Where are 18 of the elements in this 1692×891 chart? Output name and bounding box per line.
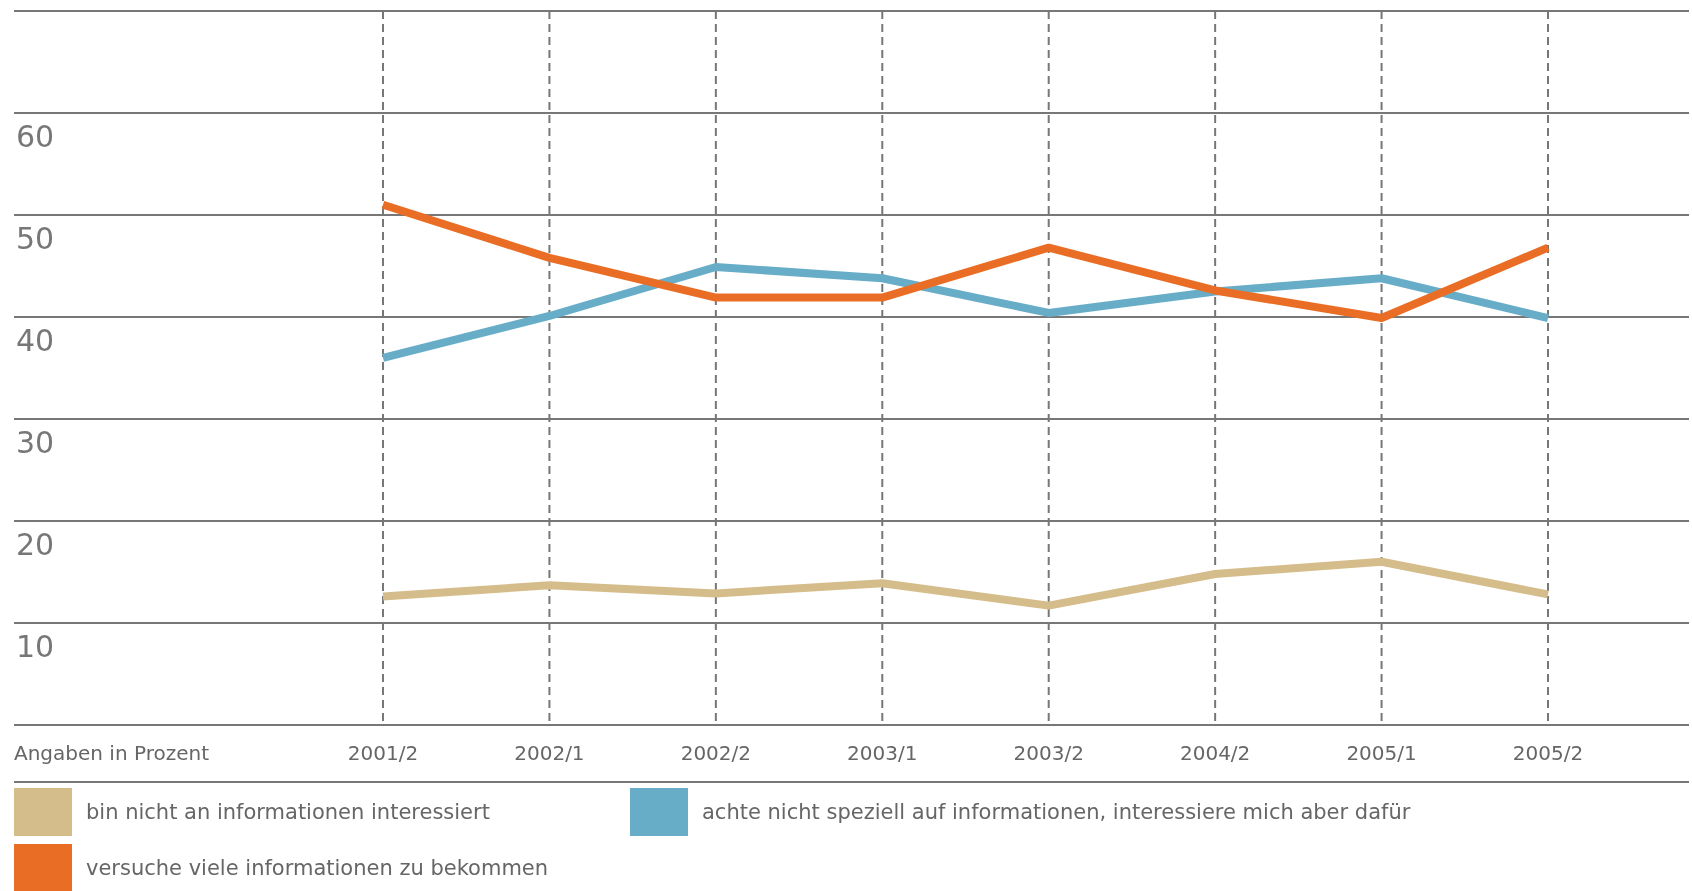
x-tick-label: 2002/2 (680, 741, 752, 765)
y-tick-label: 30 (16, 425, 55, 460)
x-tick-label: 2005/2 (1512, 741, 1584, 765)
x-tick-label: 2003/1 (847, 741, 918, 765)
legend-label: versuche viele informationen zu bekommen (86, 856, 549, 880)
x-tick-label: 2002/1 (514, 741, 585, 765)
x-tick-label: 2004/2 (1179, 741, 1251, 765)
y-tick-label: 20 (16, 527, 55, 562)
y-axis-title: Angaben in Prozent (14, 741, 210, 765)
legend-label: achte nicht speziell auf informationen, interessiere mich aber dafür (702, 800, 1411, 824)
y-tick-label: 50 (16, 221, 55, 256)
legend-label: bin nicht an informationen interessiert (86, 800, 490, 824)
x-tick-label: 2001/2 (347, 741, 419, 765)
y-tick-label: 60 (16, 119, 55, 154)
x-tick-label: 2003/2 (1013, 741, 1084, 765)
y-tick-label: 10 (16, 629, 55, 664)
x-tick-label: 2005/1 (1346, 741, 1417, 765)
y-tick-label: 40 (16, 323, 55, 358)
